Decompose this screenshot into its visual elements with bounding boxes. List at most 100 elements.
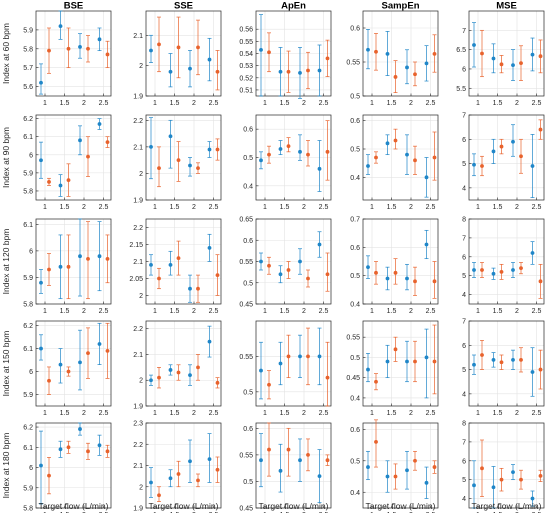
panel-bse-row-3: 5.8 5.9 6 6.1 1 1.5 2 2.5	[23, 218, 112, 315]
data-point-blue	[149, 480, 153, 485]
data-point-orange	[432, 359, 437, 364]
x-tick-label: 1.5	[493, 100, 503, 107]
x-tick-label: 2	[192, 204, 196, 211]
y-tick-label: 0.5	[350, 355, 360, 362]
data-point-orange	[480, 164, 484, 168]
y-tick-label: 5.9	[23, 170, 33, 177]
data-point-blue	[511, 63, 515, 67]
row-label-1: Index at 60 bpm	[1, 23, 11, 84]
x-axis-label-1: Target flow (L/min)	[39, 501, 109, 511]
data-point-blue	[39, 280, 43, 285]
column-title-apen: ApEn	[281, 1, 306, 12]
y-tick-label: 0.55	[346, 335, 360, 342]
y-tick-label: 5	[462, 161, 466, 168]
data-point-blue	[188, 66, 192, 71]
x-tick-label: 1	[43, 204, 47, 211]
data-point-blue	[317, 242, 322, 247]
data-point-orange	[267, 50, 271, 55]
data-point-blue	[472, 483, 476, 488]
data-point-blue	[168, 476, 173, 481]
y-tick-label: 6.1	[23, 445, 33, 452]
axes-box	[362, 10, 439, 97]
data-point-orange	[196, 286, 200, 291]
y-tick-label: 4	[462, 292, 466, 299]
data-point-blue	[149, 48, 153, 53]
data-point-orange	[374, 439, 378, 444]
data-point-orange	[325, 56, 330, 61]
data-point-blue	[298, 71, 302, 75]
data-point-blue	[278, 272, 283, 277]
data-point-orange	[499, 62, 504, 67]
y-tick-label: 5	[462, 367, 466, 374]
x-tick-label: 1	[43, 410, 47, 417]
column-title-sse: SSE	[174, 1, 193, 12]
data-point-blue	[385, 141, 390, 146]
data-point-orange	[157, 166, 161, 171]
x-tick-label: 2	[409, 100, 413, 107]
data-point-blue	[317, 68, 322, 73]
data-point-blue	[207, 57, 212, 62]
panel-apen-row-3: 0.45 0.5 0.55 0.6 0.65 1 1.5 2 2.5	[239, 217, 332, 315]
data-point-blue	[97, 122, 102, 126]
y-tick-label: 2.2	[133, 225, 143, 232]
y-tick-label: 0.65	[239, 217, 253, 224]
axes-box	[145, 114, 222, 201]
panel-bse-row-2: 5.8 5.9 6 6.1 6.2 1 1.5 2 2.5	[23, 114, 112, 211]
x-tick-label: 1.5	[387, 100, 397, 107]
y-tick-label: 2.3	[133, 421, 143, 428]
y-tick-label: 0.51	[239, 87, 253, 94]
x-tick-label: 1	[153, 308, 157, 315]
y-tick-label: 4	[462, 496, 466, 503]
y-tick-label: 5.9	[23, 485, 33, 492]
y-tick-label: 0.52	[239, 75, 253, 82]
data-point-blue	[207, 246, 212, 250]
axes-box	[255, 320, 332, 407]
data-point-blue	[207, 339, 212, 344]
data-point-blue	[298, 354, 302, 359]
data-point-orange	[105, 52, 110, 57]
column-title-bse: BSE	[64, 1, 84, 12]
axes-box	[468, 422, 545, 509]
data-point-orange	[519, 154, 523, 159]
panel-sse-row-4: 1.9 2 2.1 2.2 1 1.5 2 2.5	[133, 320, 222, 417]
panel-sampen-row-3: 0.4 0.5 0.6 0.7 1 1.5 2 2.5	[350, 217, 439, 315]
data-point-blue	[188, 286, 192, 291]
x-tick-label: 2.5	[99, 204, 109, 211]
x-tick-label: 2.5	[532, 204, 542, 211]
x-tick-label: 1.5	[60, 410, 70, 417]
data-point-orange	[413, 72, 417, 77]
y-tick-label: 0.4	[243, 183, 253, 190]
data-point-blue	[530, 496, 535, 501]
data-point-blue	[58, 447, 63, 452]
data-point-blue	[97, 342, 102, 346]
data-point-orange	[176, 158, 181, 163]
data-point-blue	[149, 263, 153, 267]
data-point-orange	[86, 256, 90, 261]
y-tick-label: 5	[462, 477, 466, 484]
panel-bse-row-4: 5.9 6 6.1 6.2 1 1.5 2 2.5	[23, 320, 112, 417]
data-point-orange	[480, 466, 484, 471]
data-point-orange	[176, 370, 181, 375]
data-point-blue	[188, 373, 192, 377]
data-point-blue	[298, 458, 302, 463]
data-point-orange	[499, 477, 504, 482]
data-point-orange	[86, 46, 90, 51]
panel-sampen-row-5: 0.40.50.611.522.5	[350, 419, 439, 513]
y-tick-label: 0.5	[243, 155, 253, 162]
data-point-orange	[538, 279, 543, 284]
y-tick-label: 5.9	[23, 392, 33, 399]
x-tick-label: 1	[43, 308, 47, 315]
y-tick-label: 7	[462, 113, 466, 120]
x-tick-label: 2.5	[99, 308, 109, 315]
x-tick-label: 1	[263, 100, 267, 107]
data-point-blue	[424, 355, 429, 360]
data-point-orange	[374, 379, 378, 384]
data-point-orange	[47, 180, 51, 184]
panel-apen-row-5: 0.450.50.550.611.522.5	[239, 422, 332, 513]
y-tick-label: 0.55	[346, 60, 360, 67]
row-label-4: Index at 150 bpm	[1, 331, 11, 397]
data-point-blue	[317, 354, 322, 359]
y-tick-label: 2.1	[133, 144, 143, 151]
panel-mse-row-2: 4 5 6 7 1 1.5 2 2.5	[462, 113, 545, 211]
